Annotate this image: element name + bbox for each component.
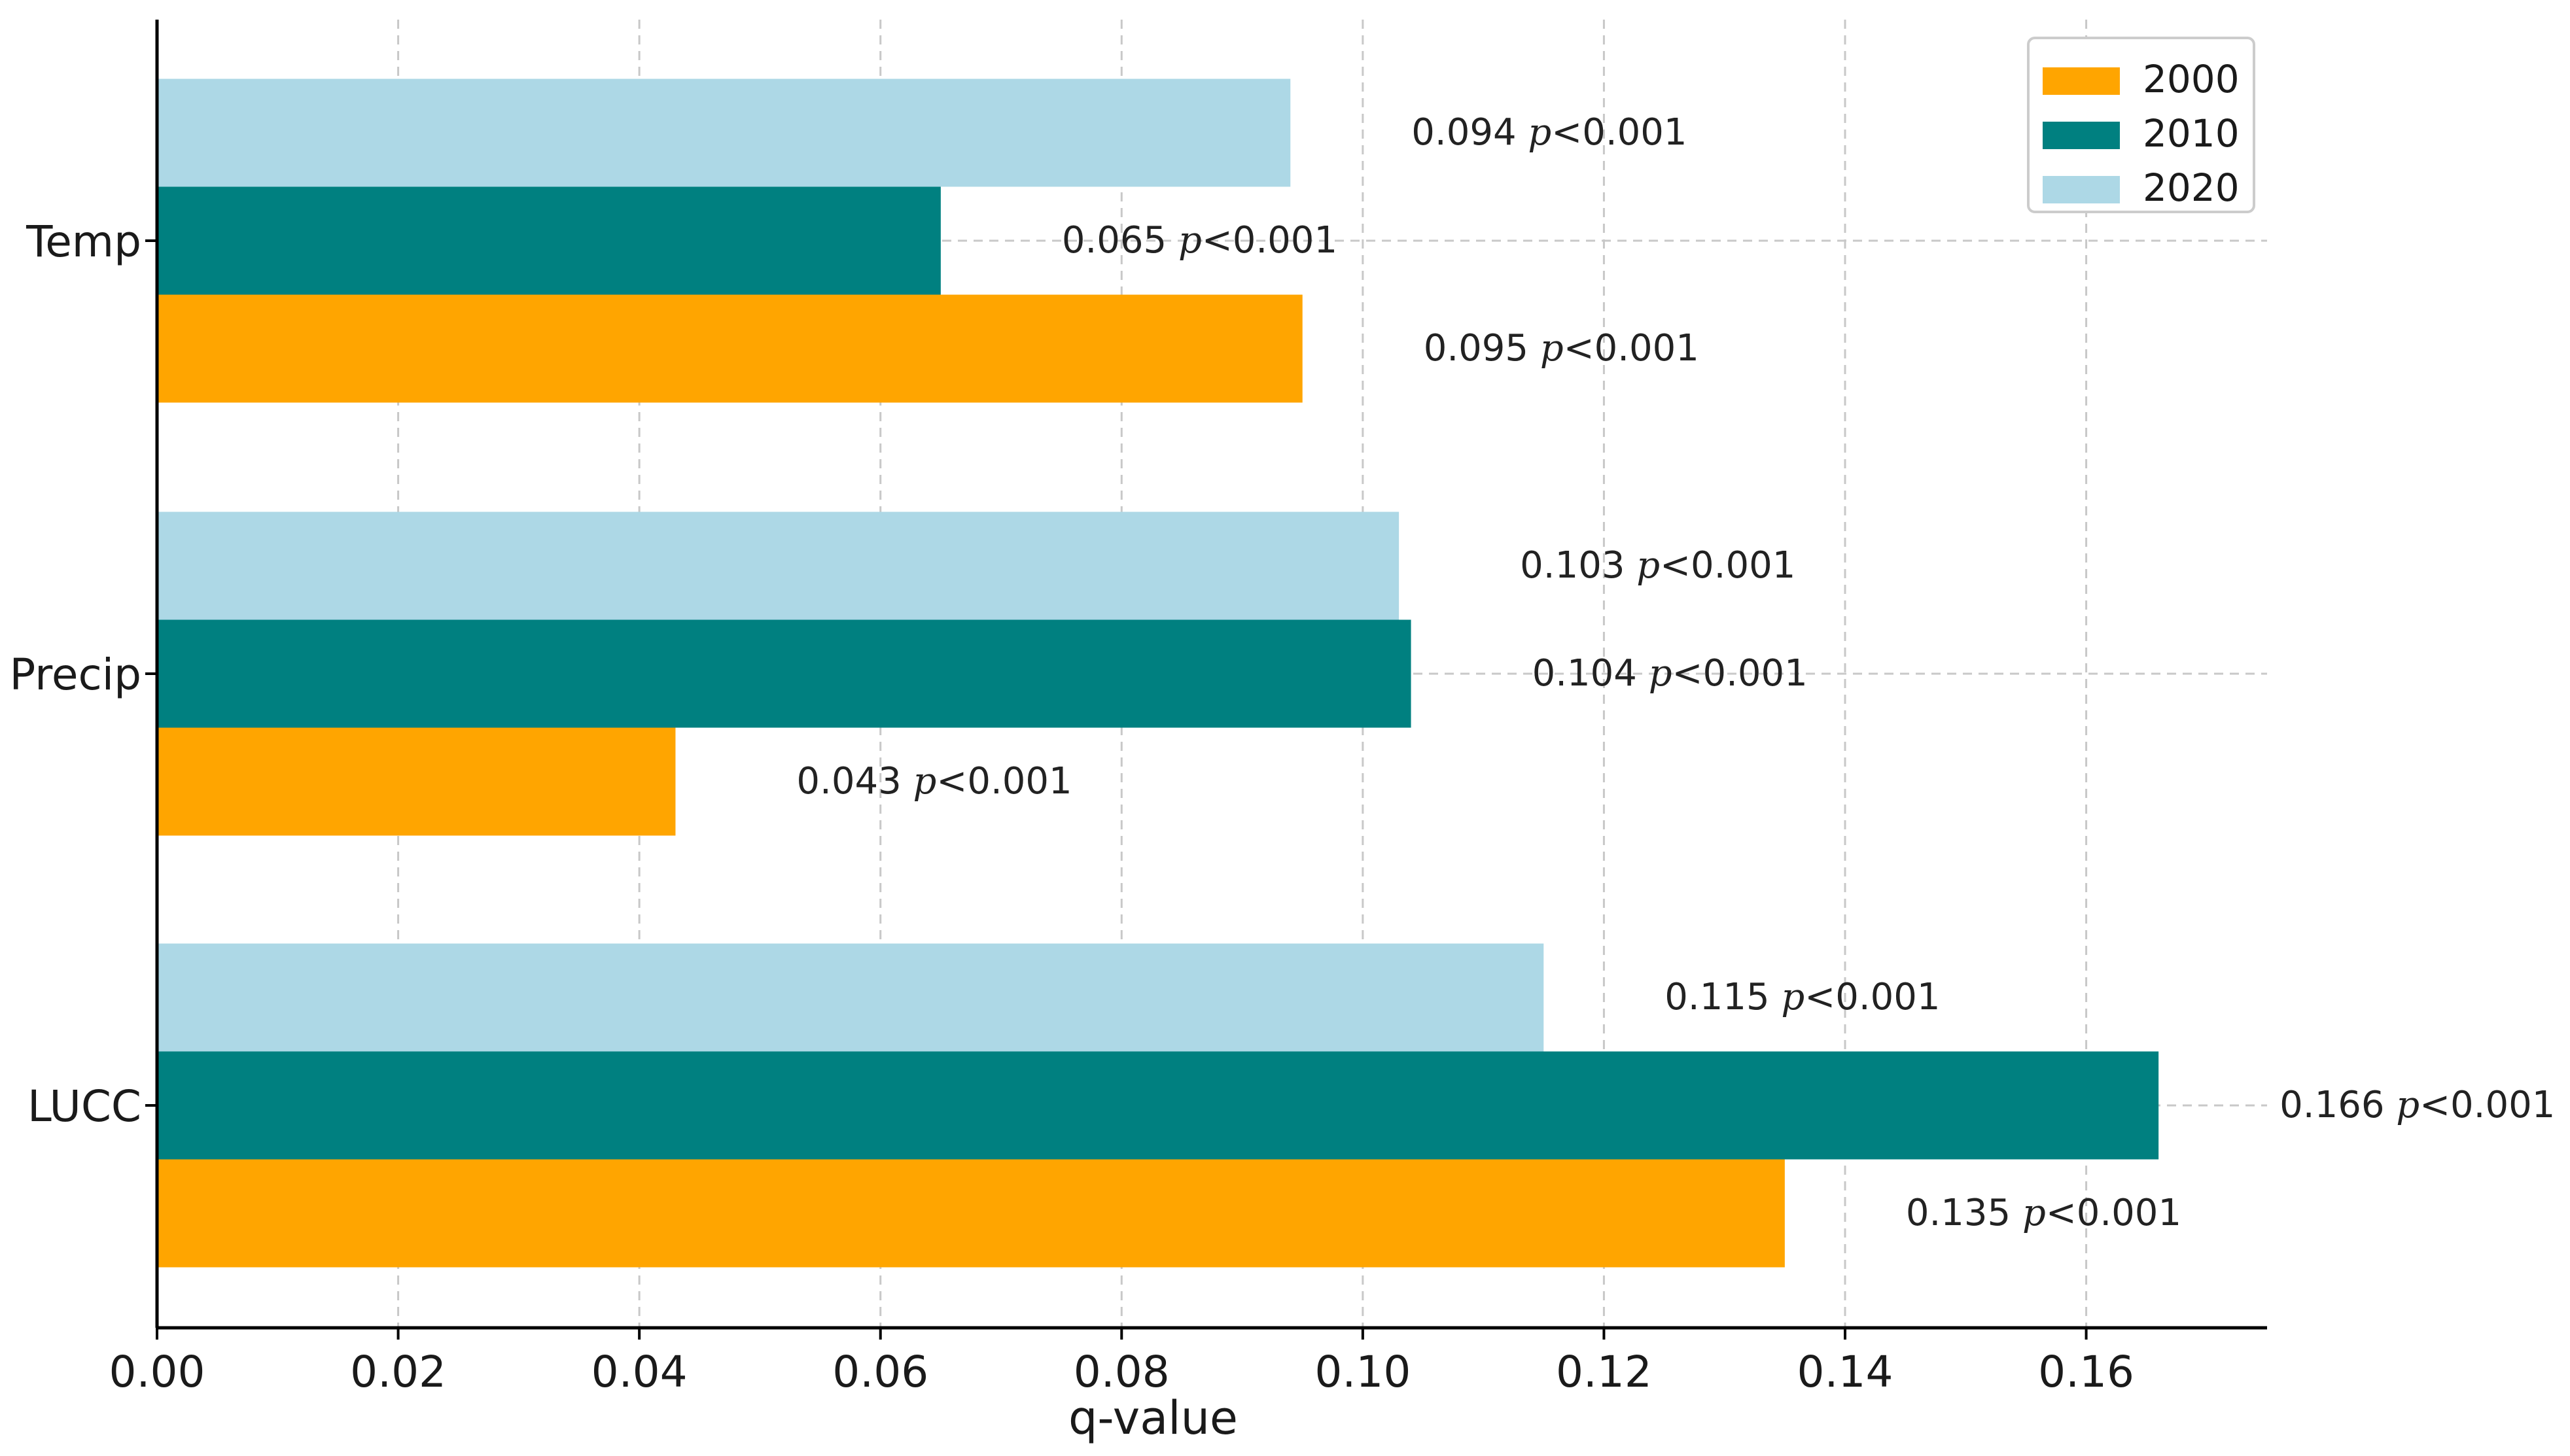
- axes-layer: 0.00 0.02 0.04 0.06 0.08 0.10 0.12 0.14 0.16 Temp…: [10, 20, 2267, 1445]
- legend-swatch-2020: [2043, 176, 2120, 203]
- x-tick-label: 0.10: [1314, 1347, 1411, 1397]
- value-label-lucc-2020: 0.115 p<0.001: [1664, 976, 1940, 1018]
- y-tick-label-precip: Precip: [10, 650, 141, 700]
- bar-precip-2010: [157, 619, 1411, 728]
- x-tick-label: 0.00: [109, 1347, 205, 1397]
- legend-label-2010: 2010: [2143, 111, 2240, 156]
- value-label-lucc-2000: 0.135 p<0.001: [1906, 1192, 2181, 1234]
- value-label-lucc-2010: 0.166 p<0.001: [2280, 1084, 2555, 1126]
- value-label-temp-2020: 0.094 p<0.001: [1411, 111, 1687, 154]
- x-tick-label: 0.04: [591, 1347, 688, 1397]
- x-tick-label: 0.16: [2038, 1347, 2134, 1397]
- legend-swatch-2010: [2043, 122, 2120, 149]
- value-label-temp-2000: 0.095 p<0.001: [1424, 327, 1699, 370]
- x-tick-label: 0.08: [1074, 1347, 1170, 1397]
- y-tick-label-temp: Temp: [26, 217, 141, 267]
- value-label-precip-2020: 0.103 p<0.001: [1520, 544, 1795, 587]
- value-labels-layer: 0.095 p<0.001 0.043 p<0.001 0.135 p<0.001 0…: [796, 111, 2555, 1234]
- bar-lucc-2000: [157, 1159, 1785, 1268]
- legend-label-2000: 2000: [2143, 57, 2240, 101]
- bar-temp-2000: [157, 294, 1303, 403]
- value-label-temp-2010: 0.065 p<0.001: [1062, 219, 1337, 262]
- x-axis-title: q-value: [1068, 1391, 1238, 1445]
- value-label-precip-2000: 0.043 p<0.001: [796, 760, 1072, 803]
- bars-layer: [157, 78, 2159, 1268]
- x-tick-label: 0.02: [350, 1347, 446, 1397]
- bar-temp-2020: [157, 78, 1291, 187]
- bar-precip-2000: [157, 727, 676, 836]
- bar-lucc-2020: [157, 943, 1544, 1052]
- value-label-precip-2010: 0.104 p<0.001: [1532, 652, 1808, 695]
- legend-label-2020: 2020: [2143, 165, 2240, 210]
- x-tick-label: 0.14: [1797, 1347, 1893, 1397]
- bar-temp-2010: [157, 186, 941, 295]
- legend-swatch-2000: [2043, 67, 2120, 95]
- x-tick-label: 0.06: [832, 1347, 928, 1397]
- bar-lucc-2010: [157, 1051, 2159, 1160]
- bar-precip-2020: [157, 511, 1399, 620]
- legend: 2000 2010 2020: [2027, 37, 2255, 213]
- y-tick-label-lucc: LUCC: [27, 1081, 141, 1132]
- x-tick-label: 0.12: [1556, 1347, 1652, 1397]
